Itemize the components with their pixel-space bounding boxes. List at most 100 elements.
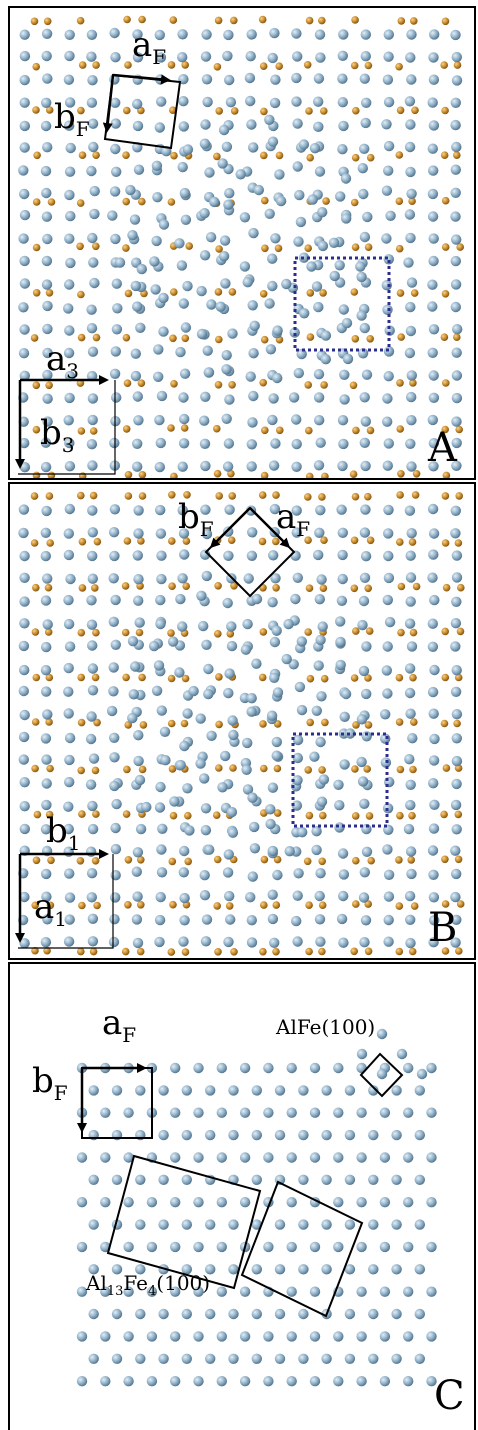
al-atom bbox=[290, 550, 301, 561]
fe-atom bbox=[395, 673, 404, 682]
al-atom bbox=[344, 1129, 356, 1141]
fe-atom bbox=[366, 426, 375, 435]
al-atom bbox=[109, 437, 120, 449]
al-atom bbox=[170, 1152, 181, 1163]
al-atom bbox=[337, 50, 348, 61]
al-atom bbox=[64, 166, 76, 177]
al-atom bbox=[309, 1241, 321, 1253]
al-atom bbox=[427, 686, 439, 698]
panel-label-b: B bbox=[428, 905, 458, 951]
al-atom bbox=[335, 659, 346, 671]
al13fe4-cell-1 bbox=[106, 1154, 262, 1290]
al-atom bbox=[88, 1085, 99, 1096]
unit-cell-1-b bbox=[18, 854, 114, 949]
fe-atom bbox=[350, 288, 359, 296]
al-atom bbox=[316, 691, 327, 702]
al-atom bbox=[381, 665, 392, 676]
fe-atom bbox=[230, 948, 238, 956]
al-atom bbox=[379, 1241, 391, 1253]
fe-atom bbox=[320, 107, 328, 115]
fe-atom bbox=[180, 424, 189, 432]
al-atom bbox=[292, 118, 303, 129]
alfe-cell bbox=[359, 1052, 404, 1098]
al-atom bbox=[88, 1174, 99, 1185]
al-atom bbox=[357, 776, 369, 787]
al-atom bbox=[157, 823, 168, 834]
al-atom bbox=[272, 869, 283, 881]
al-atom bbox=[64, 392, 75, 404]
fe-atom bbox=[185, 242, 193, 250]
al-atom bbox=[63, 823, 74, 835]
al-atom bbox=[451, 416, 462, 427]
al-atom bbox=[42, 709, 53, 720]
al-atom bbox=[403, 1107, 414, 1118]
al-atom bbox=[40, 824, 52, 835]
al-atom bbox=[321, 1264, 332, 1275]
al-atom bbox=[181, 1085, 192, 1096]
al-atom bbox=[337, 460, 348, 472]
fe-atom bbox=[30, 492, 39, 500]
al-atom bbox=[239, 1376, 251, 1387]
al-atom bbox=[41, 891, 52, 902]
al-atom bbox=[405, 596, 416, 607]
fe-atom bbox=[351, 335, 360, 343]
al-atom bbox=[239, 1062, 251, 1074]
fe-atom bbox=[454, 673, 463, 682]
fe-atom bbox=[442, 583, 451, 592]
al-atom bbox=[290, 593, 301, 605]
al-atom bbox=[216, 1062, 227, 1074]
al-atom bbox=[201, 29, 212, 40]
al-atom bbox=[133, 164, 145, 175]
fe-atom bbox=[89, 947, 98, 956]
al-atom bbox=[356, 1152, 367, 1163]
fe-atom bbox=[78, 537, 87, 546]
al-atom bbox=[201, 528, 213, 540]
fe-atom bbox=[441, 855, 449, 864]
al-atom bbox=[86, 165, 97, 177]
al-atom bbox=[451, 347, 462, 358]
fe-atom bbox=[228, 288, 237, 296]
al-atom bbox=[383, 29, 394, 40]
al-atom bbox=[249, 821, 260, 833]
al-atom bbox=[451, 370, 463, 381]
al-atom bbox=[88, 1219, 99, 1230]
al-atom bbox=[40, 437, 52, 448]
fe-atom bbox=[77, 333, 86, 342]
al-atom bbox=[19, 97, 30, 108]
al-atom bbox=[158, 1129, 169, 1141]
al-atom bbox=[18, 685, 29, 697]
al-atom bbox=[132, 98, 143, 110]
al-atom bbox=[228, 1219, 239, 1230]
fe-atom bbox=[122, 244, 130, 252]
al-atom bbox=[19, 324, 30, 335]
al-atom bbox=[451, 665, 462, 676]
al-atom bbox=[359, 392, 370, 403]
fe-atom bbox=[77, 106, 85, 115]
panel-b-structure: bF aF b1 a1 bbox=[15, 491, 465, 956]
fe-atom bbox=[122, 197, 130, 206]
fe-atom bbox=[350, 947, 359, 956]
al-atom bbox=[111, 1085, 123, 1096]
al-atom bbox=[450, 211, 461, 222]
al-atom bbox=[178, 121, 189, 132]
al-atom bbox=[267, 597, 278, 608]
al-atom bbox=[123, 1286, 134, 1297]
al-atom bbox=[131, 866, 142, 877]
al-atom bbox=[182, 280, 193, 292]
fe-atom bbox=[229, 764, 237, 772]
al-atom bbox=[42, 233, 53, 245]
fe-atom bbox=[411, 491, 420, 499]
al-atom bbox=[359, 867, 370, 878]
al-atom bbox=[246, 915, 257, 926]
fe-atom bbox=[214, 381, 223, 389]
fe-atom bbox=[92, 628, 100, 637]
al-atom bbox=[383, 936, 394, 947]
al-atom bbox=[391, 1219, 402, 1230]
al-atom bbox=[224, 188, 235, 199]
al-atom bbox=[109, 914, 120, 925]
fe-atom bbox=[215, 107, 223, 115]
al-atom bbox=[428, 892, 440, 903]
fe-atom bbox=[182, 537, 191, 545]
al-atom bbox=[274, 1264, 286, 1275]
al-atom bbox=[313, 369, 325, 380]
